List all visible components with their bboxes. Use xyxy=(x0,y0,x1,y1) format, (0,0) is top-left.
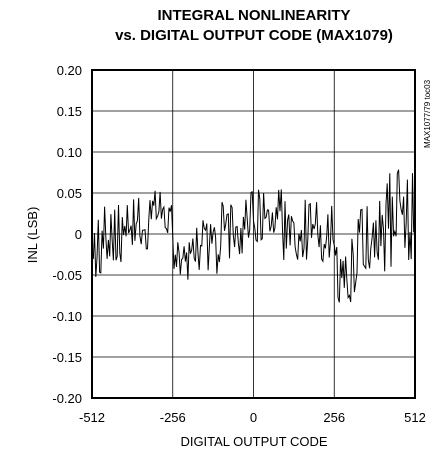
x-tick-label-3: 256 xyxy=(323,410,345,425)
y-tick-label-8: -0.20 xyxy=(52,391,82,406)
chart-title-line2: vs. DIGITAL OUTPUT CODE (MAX1079) xyxy=(115,27,393,44)
x-tick-label-2: 0 xyxy=(250,410,257,425)
y-tick-label-2: 0.10 xyxy=(57,145,82,160)
plot-frame xyxy=(91,69,416,399)
y-tick-label-5: -0.05 xyxy=(52,268,82,283)
y-axis-label: INL (LSB) xyxy=(25,207,40,264)
x-tick-label-4: 512 xyxy=(404,410,426,425)
y-tick-label-4: 0 xyxy=(75,227,82,242)
chart-title-line1: INTEGRAL NONLINEARITY xyxy=(157,7,350,24)
x-tick-label-0: -512 xyxy=(79,410,105,425)
x-tick-label-1: -256 xyxy=(160,410,186,425)
y-tick-labels: 0.20 0.15 0.10 0.05 0 -0.05 -0.10 -0.15 -0.20 xyxy=(52,63,82,406)
inl-series-line xyxy=(91,169,416,303)
x-axis-label: DIGITAL OUTPUT CODE xyxy=(180,434,327,449)
figure-code: MAX1077/79 toc03 xyxy=(423,79,432,148)
y-tick-label-6: -0.10 xyxy=(52,309,82,324)
y-tick-label-1: 0.15 xyxy=(57,104,82,119)
y-tick-label-7: -0.15 xyxy=(52,350,82,365)
y-tick-label-3: 0.05 xyxy=(57,186,82,201)
data-series xyxy=(91,169,416,303)
x-tick-labels: -512 -256 0 256 512 xyxy=(79,410,426,425)
y-tick-label-0: 0.20 xyxy=(57,63,82,78)
